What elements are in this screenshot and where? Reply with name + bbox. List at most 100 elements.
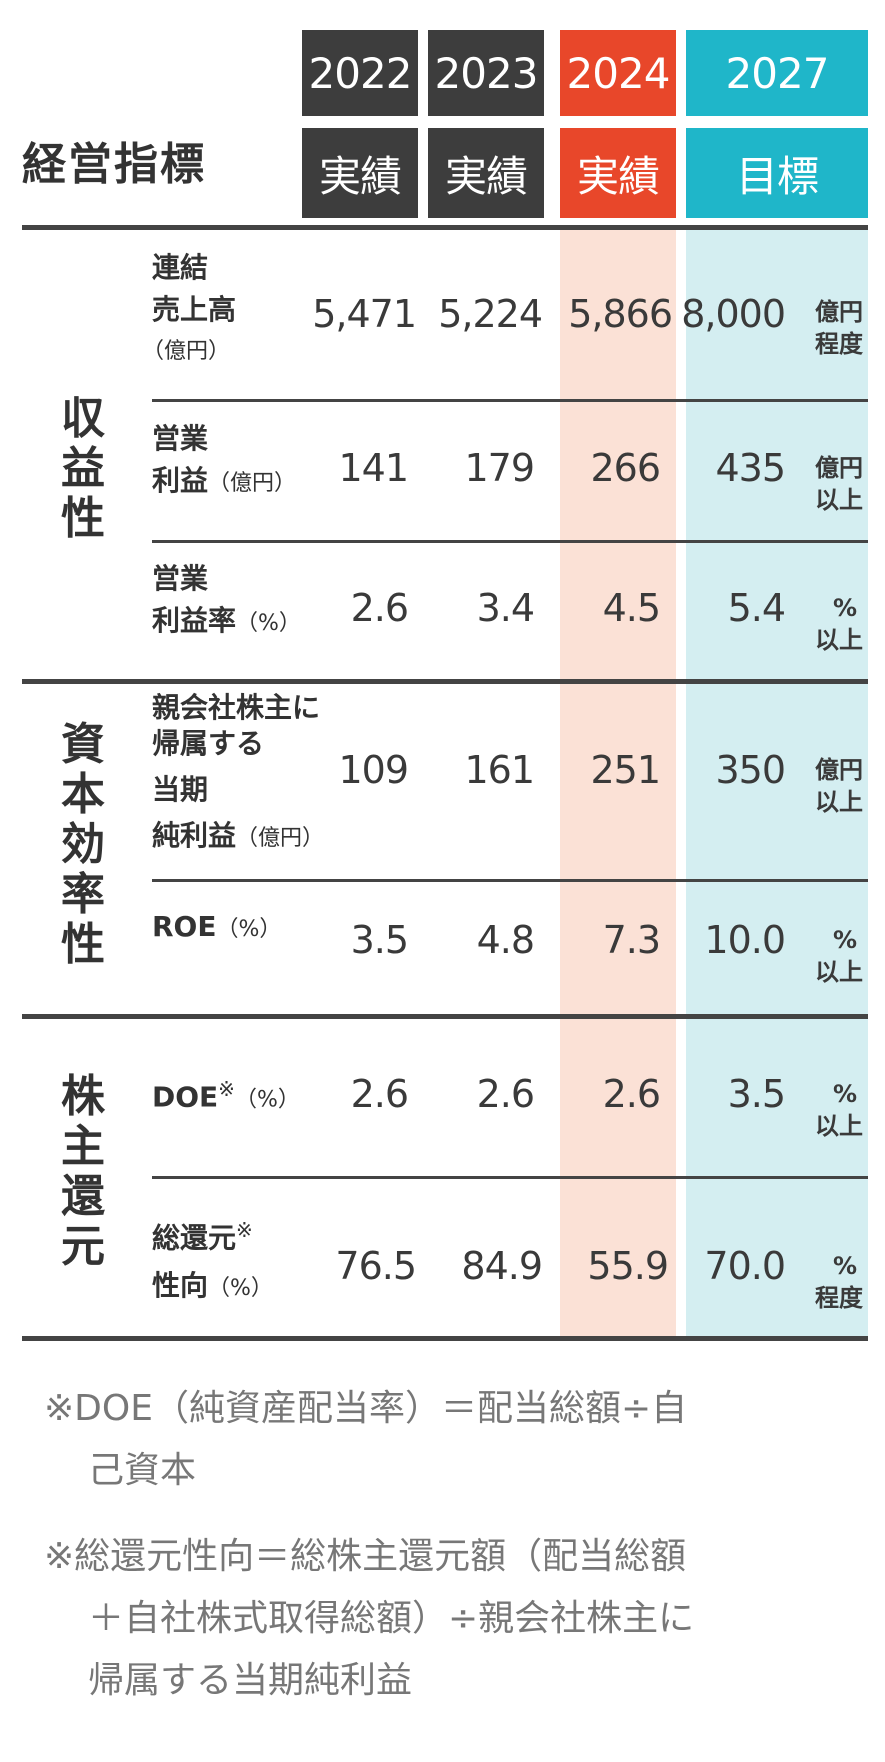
target-unit-line: 程度 (815, 1284, 863, 1312)
cell-value: 5,471 (312, 292, 417, 336)
cell-value: 2.6 (350, 586, 409, 630)
target-value: 3.5 (727, 1072, 786, 1116)
target-value: 70.0 (704, 1244, 786, 1288)
label-unit: （%） (208, 1276, 273, 1302)
label-line: 性向 (152, 1269, 209, 1303)
cell-value: 3.5 (350, 918, 409, 962)
target-unit-line: 以上 (815, 788, 863, 816)
label-line: 利益 (152, 464, 209, 497)
label-line: 営業 (152, 562, 209, 595)
rule-row1 (152, 399, 868, 402)
header-sub-2024: 実績 (560, 128, 676, 218)
rule-section1 (22, 679, 868, 684)
cell-value: 76.5 (335, 1244, 417, 1288)
cell-value: 5,224 (438, 292, 543, 336)
label-unit: （%） (234, 1087, 300, 1113)
footnote-doe: ※DOE（純資産配当率）＝配当総額÷自 己資本 (44, 1378, 844, 1502)
rule-bottom (22, 1336, 868, 1341)
note-mark: ※ (218, 1077, 235, 1101)
row-label-net-income: 親会社株主に 帰属する 当期 純利益（億円） (152, 690, 324, 857)
label-unit: （億円） (236, 826, 325, 851)
page-title: 経営指標 (22, 139, 206, 190)
target-unit-line: % (832, 1080, 857, 1108)
target-unit-line: 以上 (815, 626, 863, 654)
rule-row4 (152, 879, 868, 882)
target-unit: 億円 以上 (815, 754, 863, 818)
cell-value: 2.6 (602, 1072, 661, 1116)
target-unit: 億円 以上 (815, 452, 863, 516)
target-value: 350 (715, 748, 786, 792)
row-label-operating-profit: 営業 利益（億円） (152, 418, 296, 505)
target-unit-line: 程度 (815, 330, 863, 358)
footnote-line: ＋自社株式取得総額）÷親会社株主に (88, 1598, 695, 1639)
header-sub-2027: 目標 (686, 128, 868, 218)
target-unit: % 程度 (815, 1250, 863, 1314)
label-unit: （億円） (208, 471, 297, 496)
cell-value: 161 (464, 748, 535, 792)
label-line: 当期 (152, 773, 209, 806)
target-unit-line: 以上 (815, 958, 863, 986)
cell-value: 4.5 (602, 586, 661, 630)
category-capital-efficiency-label: 資本効率性 (61, 719, 105, 970)
label-line: 純利益 (152, 819, 237, 852)
cell-value: 251 (590, 748, 661, 792)
target-unit-line: 億円 (815, 756, 863, 784)
header-year-2024: 2024 (560, 30, 676, 116)
footnote-line: 己資本 (88, 1450, 197, 1491)
cell-value: 141 (338, 446, 409, 490)
target-value: 8,000 (681, 292, 786, 336)
cell-value: 266 (590, 446, 661, 490)
target-unit: 億円 程度 (815, 296, 863, 360)
label-line: 帰属する (152, 727, 265, 760)
category-profitability-label: 収益性 (61, 393, 105, 544)
cell-value: 7.3 (602, 918, 661, 962)
row-label-total-return-ratio: 総還元※ 性向（%） (152, 1206, 273, 1313)
footnote-line: ※DOE（純資産配当率）＝配当総額÷自 (44, 1388, 688, 1429)
footnote-line: ※総還元性向＝総株主還元額（配当総額 (44, 1536, 687, 1577)
category-capital-efficiency: 資本効率性 (58, 720, 108, 970)
rule-row2 (152, 540, 868, 543)
label-line: DOE (152, 1080, 219, 1114)
cell-value: 179 (464, 446, 535, 490)
row-label-doe: DOE※（%） (152, 1068, 300, 1121)
category-profitability: 収益性 (58, 394, 108, 544)
header-sub-2022: 実績 (302, 128, 418, 218)
label-line: 連結 (152, 251, 209, 284)
rule-row6 (152, 1176, 868, 1179)
footnote-total-return: ※総還元性向＝総株主還元額（配当総額 ＋自社株式取得総額）÷親会社株主に 帰属す… (44, 1526, 844, 1712)
target-value: 10.0 (704, 918, 786, 962)
header-year-2027: 2027 (686, 30, 868, 116)
cell-value: 5,866 (568, 292, 673, 336)
footnote-line: 帰属する当期純利益 (88, 1660, 413, 1701)
header-year-2023: 2023 (428, 30, 544, 116)
label-line: 売上高 (152, 293, 237, 326)
target-unit: % 以上 (815, 592, 863, 656)
row-label-roe: ROE（%） (152, 906, 281, 951)
header-sub-2023: 実績 (428, 128, 544, 218)
target-unit-line: % (832, 1252, 857, 1280)
label-unit: （%） (236, 611, 301, 636)
target-unit-line: 以上 (815, 1112, 863, 1140)
cell-value: 2.6 (476, 1072, 535, 1116)
category-shareholder-return: 株主還元 (58, 1072, 108, 1272)
target-unit: % 以上 (815, 924, 863, 988)
target-unit: % 以上 (815, 1078, 863, 1142)
category-shareholder-return-label: 株主還元 (61, 1071, 105, 1272)
cell-value: 2.6 (350, 1072, 409, 1116)
label-line: 総還元 (152, 1221, 237, 1255)
cell-value: 4.8 (476, 918, 535, 962)
target-unit-line: 以上 (815, 486, 863, 514)
label-unit: （億円） (142, 339, 231, 364)
rule-top (22, 225, 868, 230)
label-line: 利益率 (152, 604, 237, 637)
row-label-sales: 連結 売上高 （億円） (142, 247, 237, 373)
column-band-2024 (560, 228, 676, 1338)
target-value: 5.4 (727, 586, 786, 630)
target-unit-line: 億円 (815, 298, 863, 326)
label-line: 親会社株主に (152, 691, 321, 724)
target-unit-line: % (832, 594, 857, 622)
target-unit-line: 億円 (815, 454, 863, 482)
cell-value: 109 (338, 748, 409, 792)
cell-value: 3.4 (476, 586, 535, 630)
label-line: ROE (152, 910, 217, 943)
